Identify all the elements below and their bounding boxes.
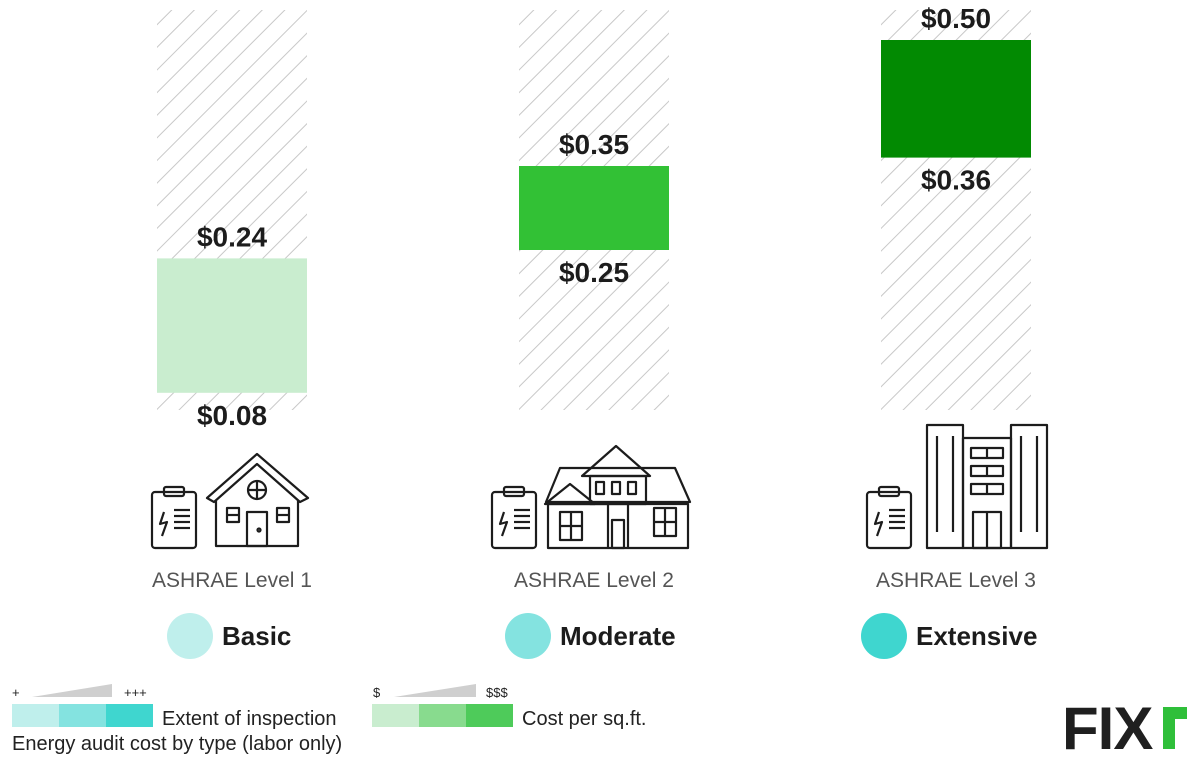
legend: + +++ Extent of inspection $ $$$ Cost pe… xyxy=(12,684,647,730)
range-bar xyxy=(519,166,669,250)
legend-extent-swatch-2 xyxy=(59,704,106,727)
legend-extent-swatch-1 xyxy=(12,704,59,727)
small-house-icon xyxy=(150,452,310,550)
low-value-label: $0.36 xyxy=(921,165,991,196)
legend-cost-low: $ xyxy=(373,685,381,700)
legend-cost-swatch-3 xyxy=(466,704,513,727)
extent-dot xyxy=(861,613,907,659)
level-label: ASHRAE Level 1 xyxy=(152,569,312,592)
extent-dot xyxy=(505,613,551,659)
column-2: $0.35 $0.25 ASHRAE Level 2 Moderate xyxy=(505,10,676,659)
legend-cost: $ $$$ Cost per sq.ft. xyxy=(372,684,647,730)
low-value-label: $0.25 xyxy=(559,257,629,288)
columns-layer: $0.24 $0.08 ASHRAE Level 1 Basic $0.35 $0.25 A… xyxy=(152,3,1037,659)
legend-extent-label: Extent of inspection xyxy=(162,708,337,730)
legend-extent-swatch-3 xyxy=(106,704,153,727)
legend-cost-swatch-1 xyxy=(372,704,419,727)
level-label: ASHRAE Level 2 xyxy=(514,569,674,592)
column-1: $0.24 $0.08 ASHRAE Level 1 Basic xyxy=(152,10,312,659)
legend-cost-label: Cost per sq.ft. xyxy=(522,708,647,730)
legend-extent-ramp xyxy=(32,684,112,697)
chart-title: Energy audit cost by type (labor only) xyxy=(12,733,342,755)
range-bar xyxy=(881,40,1031,158)
building-icon xyxy=(865,423,1049,550)
extent-label: Basic xyxy=(222,621,291,651)
legend-cost-swatch-2 xyxy=(419,704,466,727)
extent-dot xyxy=(167,613,213,659)
extent-label: Moderate xyxy=(560,621,676,651)
fixr-logo-text: FIX xyxy=(1062,695,1153,761)
high-value-label: $0.35 xyxy=(559,129,629,160)
extent-label: Extensive xyxy=(916,621,1037,651)
high-value-label: $0.24 xyxy=(197,221,267,252)
level-label: ASHRAE Level 3 xyxy=(876,569,1036,592)
low-value-label: $0.08 xyxy=(197,400,267,431)
legend-cost-ramp xyxy=(394,684,476,697)
legend-cost-high: $$$ xyxy=(486,685,508,700)
legend-extent: + +++ Extent of inspection xyxy=(12,684,337,730)
high-value-label: $0.50 xyxy=(921,3,991,34)
fixr-logo-r-mark xyxy=(1163,707,1187,749)
range-bar xyxy=(157,258,307,393)
legend-extent-low: + xyxy=(12,685,20,700)
fixr-logo: FIX xyxy=(1062,695,1187,761)
large-house-icon xyxy=(490,444,692,550)
column-3: $0.50 $0.36 ASHRAE Level 3 Extensive xyxy=(861,3,1037,659)
legend-extent-high: +++ xyxy=(124,685,147,700)
